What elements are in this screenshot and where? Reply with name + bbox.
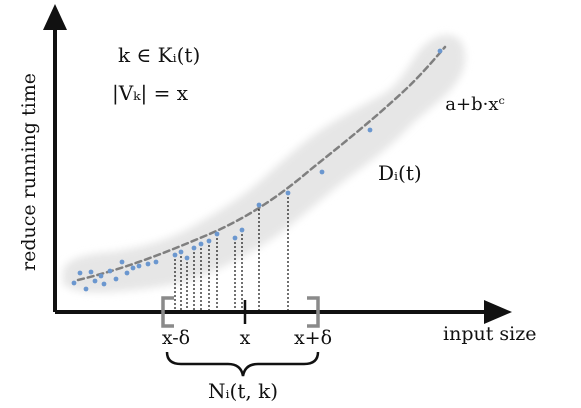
- x-axis-label: input size: [443, 323, 536, 345]
- data-point: [145, 261, 151, 267]
- neighborhood-label: Nᵢ(t, k): [208, 379, 278, 403]
- curve-formula-label: a+b·xᶜ: [445, 94, 504, 115]
- membership-annotation: k ∈ Kᵢ(t): [118, 43, 200, 67]
- tick-label-right: x+δ: [294, 327, 332, 349]
- scatter-points: [71, 48, 443, 292]
- data-point: [214, 231, 220, 237]
- data-point: [172, 252, 178, 258]
- data-point: [98, 273, 104, 279]
- data-point: [178, 249, 184, 255]
- fit-curve: [76, 45, 447, 282]
- tick-label-center: x: [240, 327, 251, 349]
- data-point: [124, 270, 130, 276]
- band-label: Dᵢ(t): [378, 161, 422, 185]
- left-bracket: [161, 296, 174, 328]
- data-point: [239, 227, 245, 233]
- data-point: [191, 245, 197, 251]
- data-point: [367, 127, 373, 133]
- data-point: [184, 255, 190, 261]
- neighborhood-brace: [165, 351, 320, 377]
- data-point: [198, 241, 204, 247]
- distribution-band: [63, 35, 466, 293]
- data-point: [88, 269, 94, 275]
- data-point: [136, 263, 142, 269]
- data-point: [437, 48, 443, 54]
- data-point: [130, 265, 136, 271]
- size-annotation: |Vₖ| = x: [112, 81, 189, 106]
- data-point: [77, 270, 83, 276]
- data-point: [256, 202, 262, 208]
- data-point: [101, 281, 107, 287]
- x-axis-arrowhead: [484, 300, 512, 324]
- data-point: [319, 169, 325, 175]
- projection-lines: [174, 193, 289, 312]
- axes: [43, 4, 512, 324]
- data-point: [83, 286, 89, 292]
- y-axis-arrowhead: [43, 4, 67, 30]
- y-axis-label: reduce running time: [18, 73, 40, 271]
- data-point: [107, 268, 113, 274]
- data-point: [232, 235, 238, 241]
- data-point: [119, 259, 125, 265]
- data-point: [206, 238, 212, 244]
- data-point: [92, 278, 98, 284]
- data-point: [285, 190, 291, 196]
- data-point: [113, 276, 119, 282]
- tick-label-left: x-δ: [162, 327, 190, 349]
- data-point: [153, 259, 159, 265]
- right-bracket: [307, 296, 320, 328]
- data-point: [71, 280, 77, 286]
